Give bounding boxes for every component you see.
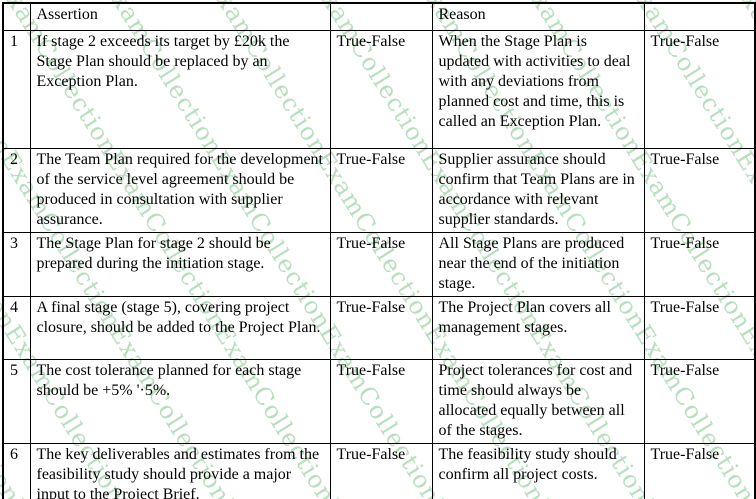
- reason-cell: Supplier assurance should confirm that T…: [431, 147, 645, 233]
- header-reason: Reason: [431, 2, 645, 31]
- assertion-cell: The Team Plan required for the developme…: [29, 147, 331, 233]
- reason-cell: Project tolerances for cost and time sho…: [431, 358, 645, 444]
- table-row: 6 The key deliverables and estimates fro…: [2, 442, 756, 499]
- header-tf2: [643, 2, 756, 31]
- true-false-cell: True-False: [329, 147, 433, 233]
- assertion-cell: A final stage (stage 5), covering projec…: [29, 295, 331, 360]
- table-row: 1 If stage 2 exceeds its target by £20k …: [2, 29, 756, 149]
- table-row: 3 The Stage Plan for stage 2 should be p…: [2, 231, 756, 297]
- true-false-cell: True-False: [643, 29, 756, 149]
- true-false-cell: True-False: [643, 358, 756, 444]
- true-false-cell: True-False: [329, 358, 433, 444]
- header-assertion: Assertion: [29, 2, 331, 31]
- row-number: 6: [2, 442, 31, 499]
- table-row: 5 The cost tolerance planned for each st…: [2, 358, 756, 444]
- reason-cell: The feasibility study should confirm all…: [431, 442, 645, 499]
- assertion-cell: The Stage Plan for stage 2 should be pre…: [29, 231, 331, 297]
- true-false-cell: True-False: [643, 147, 756, 233]
- assertion-cell: The key deliverables and estimates from …: [29, 442, 331, 499]
- reason-cell: All Stage Plans are produced near the en…: [431, 231, 645, 297]
- true-false-cell: True-False: [329, 231, 433, 297]
- assertion-cell: If stage 2 exceeds its target by £20k th…: [29, 29, 331, 149]
- row-number: 4: [2, 295, 31, 360]
- true-false-cell: True-False: [329, 295, 433, 360]
- row-number: 2: [2, 147, 31, 233]
- header-num: [2, 2, 31, 31]
- true-false-cell: True-False: [643, 295, 756, 360]
- header-row: Assertion Reason: [2, 2, 756, 31]
- reason-cell: The Project Plan covers all management s…: [431, 295, 645, 360]
- true-false-cell: True-False: [329, 442, 433, 499]
- assertion-cell: The cost tolerance planned for each stag…: [29, 358, 331, 444]
- true-false-cell: True-False: [643, 231, 756, 297]
- reason-cell: When the Stage Plan is updated with acti…: [431, 29, 645, 149]
- table-row: 2 The Team Plan required for the develop…: [2, 147, 756, 233]
- header-tf1: [329, 2, 433, 31]
- table-row: 4 A final stage (stage 5), covering proj…: [2, 295, 756, 360]
- row-number: 3: [2, 231, 31, 297]
- true-false-cell: True-False: [329, 29, 433, 149]
- row-number: 5: [2, 358, 31, 444]
- row-number: 1: [2, 29, 31, 149]
- true-false-cell: True-False: [643, 442, 756, 499]
